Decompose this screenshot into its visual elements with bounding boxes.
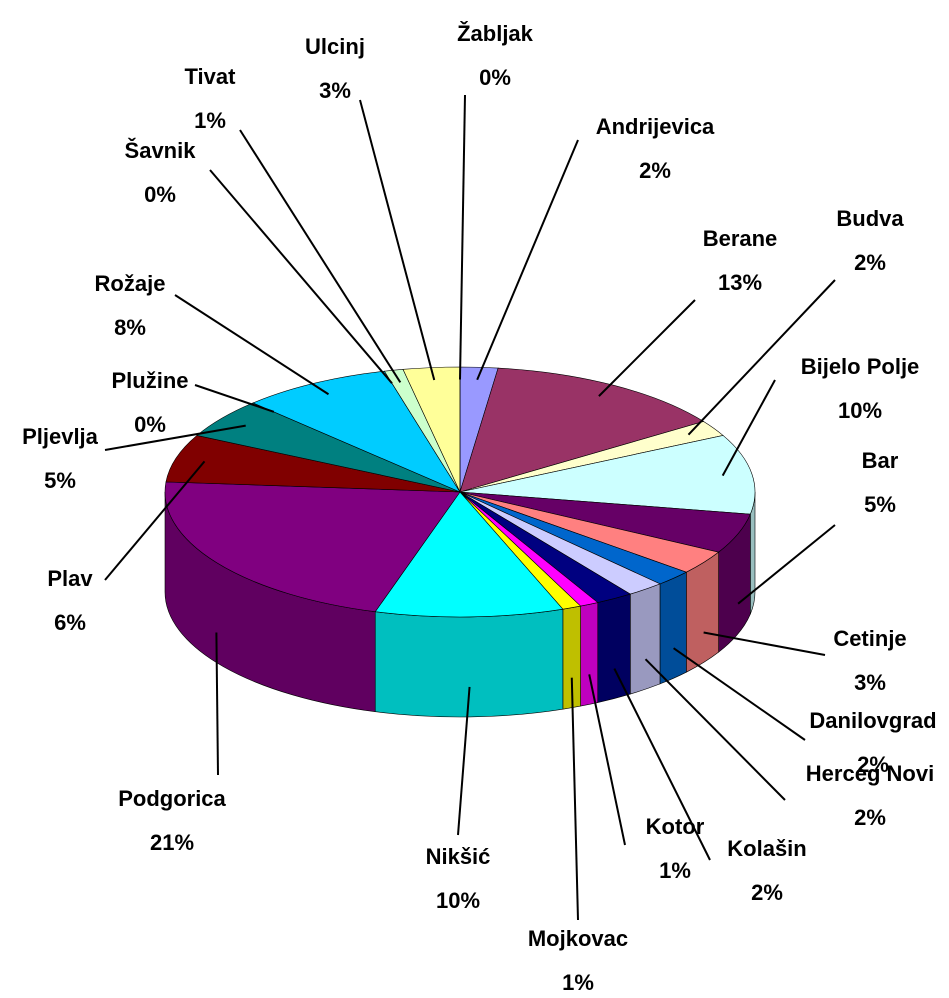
slice (165, 435, 461, 493)
category-label: Podgorica (118, 786, 226, 811)
category-label: Ulcinj (305, 34, 365, 59)
category-label: Berane (703, 226, 778, 251)
value-label: 2% (854, 805, 886, 830)
slice-side (686, 551, 719, 673)
value-label: 10% (838, 398, 882, 423)
slice-side (597, 593, 631, 703)
value-label: 5% (44, 468, 76, 493)
value-label: 10% (436, 888, 480, 913)
leader-line (457, 686, 471, 836)
leader-line (673, 647, 806, 741)
leader-line (737, 524, 836, 605)
leader-line (174, 294, 330, 396)
category-label: Šavnik (125, 138, 197, 163)
leader-line (209, 169, 393, 384)
slice-side (629, 583, 661, 695)
category-label: Bar (862, 448, 899, 473)
value-label: 0% (479, 65, 511, 90)
value-label: 2% (854, 250, 886, 275)
category-label: Žabljak (457, 21, 534, 46)
category-label: Tivat (185, 64, 237, 89)
category-label: Plav (47, 566, 93, 591)
category-label: Kotor (646, 814, 705, 839)
value-label: 2% (857, 752, 889, 777)
value-label: 2% (639, 158, 671, 183)
value-label: 3% (854, 670, 886, 695)
leader-line (588, 674, 626, 846)
leader-line (613, 668, 711, 861)
value-label: 5% (864, 492, 896, 517)
leader-line (598, 299, 696, 397)
slice (164, 481, 461, 613)
category-label: Bijelo Polje (801, 354, 920, 379)
category-label: Cetinje (833, 626, 906, 651)
category-label: Rožaje (95, 271, 166, 296)
category-label: Herceg Novi (806, 761, 934, 786)
leader-line (644, 658, 786, 801)
slice (459, 435, 756, 515)
category-label: Mojkovac (528, 926, 628, 951)
slice (374, 491, 564, 618)
value-label: 21% (150, 830, 194, 855)
value-label: 1% (194, 108, 226, 133)
category-label: Budva (836, 206, 904, 231)
leader-line (570, 677, 579, 921)
leader-line (687, 279, 836, 436)
leader-line (476, 139, 579, 381)
value-label: 3% (319, 78, 351, 103)
leader-line (359, 99, 436, 381)
leader-line (239, 129, 402, 383)
leader-line (215, 632, 219, 776)
category-label: Plužine (111, 368, 188, 393)
leader-line (194, 384, 275, 413)
value-label: 1% (659, 858, 691, 883)
category-label: Kolašin (727, 836, 806, 861)
slice-side (659, 571, 687, 685)
value-label: 13% (718, 270, 762, 295)
category-label: Danilovgrad (809, 708, 936, 733)
category-label: Andrijevica (596, 114, 715, 139)
leader-line (459, 94, 466, 380)
slice (252, 370, 461, 493)
leader-line (104, 424, 246, 451)
category-label: Nikšić (426, 844, 491, 869)
value-label: 2% (751, 880, 783, 905)
slice (459, 367, 705, 493)
category-label: Pljevlja (22, 424, 99, 449)
leader-line (721, 379, 776, 477)
value-label: 1% (562, 970, 594, 993)
value-label: 6% (54, 610, 86, 635)
value-label: 0% (144, 182, 176, 207)
value-label: 8% (114, 315, 146, 340)
slice-side (580, 602, 599, 707)
leader-line (104, 460, 206, 581)
value-label: 0% (134, 412, 166, 437)
leader-line (703, 631, 826, 656)
